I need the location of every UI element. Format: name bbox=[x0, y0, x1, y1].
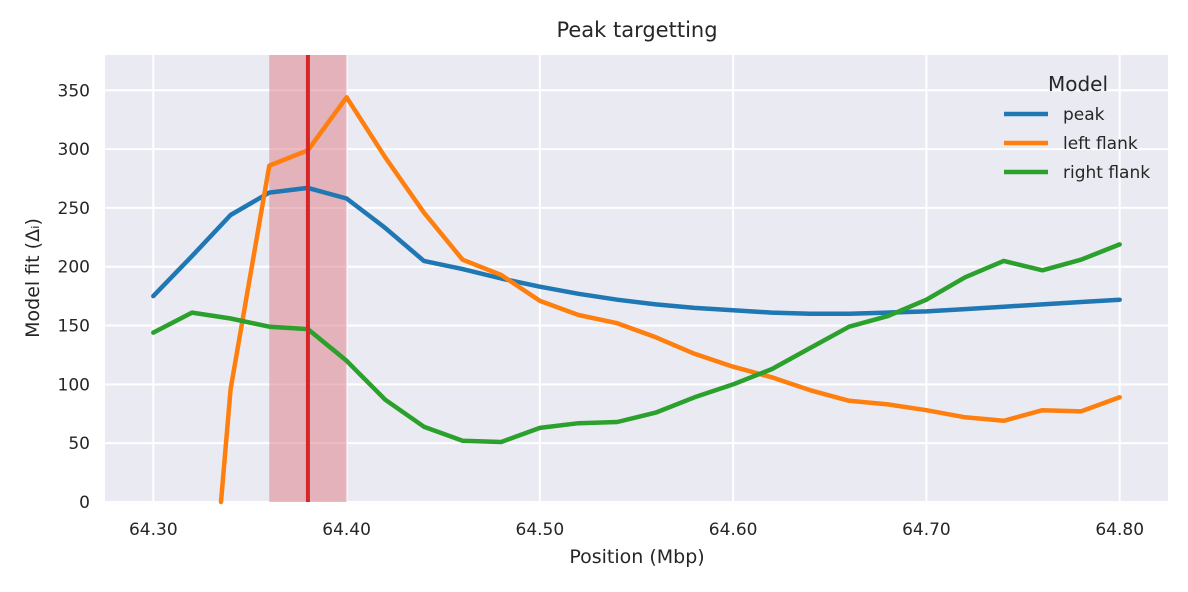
legend-title: Model bbox=[1048, 72, 1108, 96]
legend-label: left flank bbox=[1063, 134, 1138, 154]
chart-title: Peak targetting bbox=[556, 18, 717, 42]
y-tick-label: 300 bbox=[58, 140, 90, 160]
x-tick-label: 64.40 bbox=[322, 520, 371, 540]
legend-label: right flank bbox=[1063, 163, 1150, 183]
y-tick-label: 50 bbox=[68, 434, 90, 454]
legend-items: peak left flank right flank bbox=[1004, 105, 1150, 183]
x-tick-label: 64.80 bbox=[1095, 520, 1144, 540]
y-tick-label: 350 bbox=[58, 81, 90, 101]
legend: Model peak left flank right flank bbox=[1004, 72, 1150, 183]
x-tick-label: 64.30 bbox=[129, 520, 178, 540]
series-line-right-flank bbox=[151, 242, 1122, 445]
series-line-left-flank bbox=[218, 95, 1122, 505]
x-axis-label: Position (Mbp) bbox=[569, 546, 704, 568]
x-tick-label: 64.60 bbox=[709, 520, 758, 540]
y-axis-ticks: 0 50 100 150 200 250 300 350 bbox=[58, 81, 90, 513]
x-axis-ticks: 64.30 64.40 64.50 64.60 64.70 64.80 bbox=[129, 520, 1144, 540]
y-axis-label: Model fit (Δᵢ) bbox=[22, 218, 44, 338]
y-tick-label: 200 bbox=[58, 258, 90, 278]
y-tick-label: 100 bbox=[58, 375, 90, 395]
x-tick-label: 64.70 bbox=[902, 520, 951, 540]
plot-background bbox=[105, 55, 1168, 502]
y-tick-label: 250 bbox=[58, 199, 90, 219]
series-lines bbox=[151, 95, 1122, 505]
series-line-peak bbox=[151, 185, 1122, 317]
x-tick-label: 64.50 bbox=[516, 520, 565, 540]
y-tick-label: 150 bbox=[58, 317, 90, 337]
legend-label: peak bbox=[1063, 105, 1105, 125]
y-tick-label: 0 bbox=[79, 493, 90, 513]
